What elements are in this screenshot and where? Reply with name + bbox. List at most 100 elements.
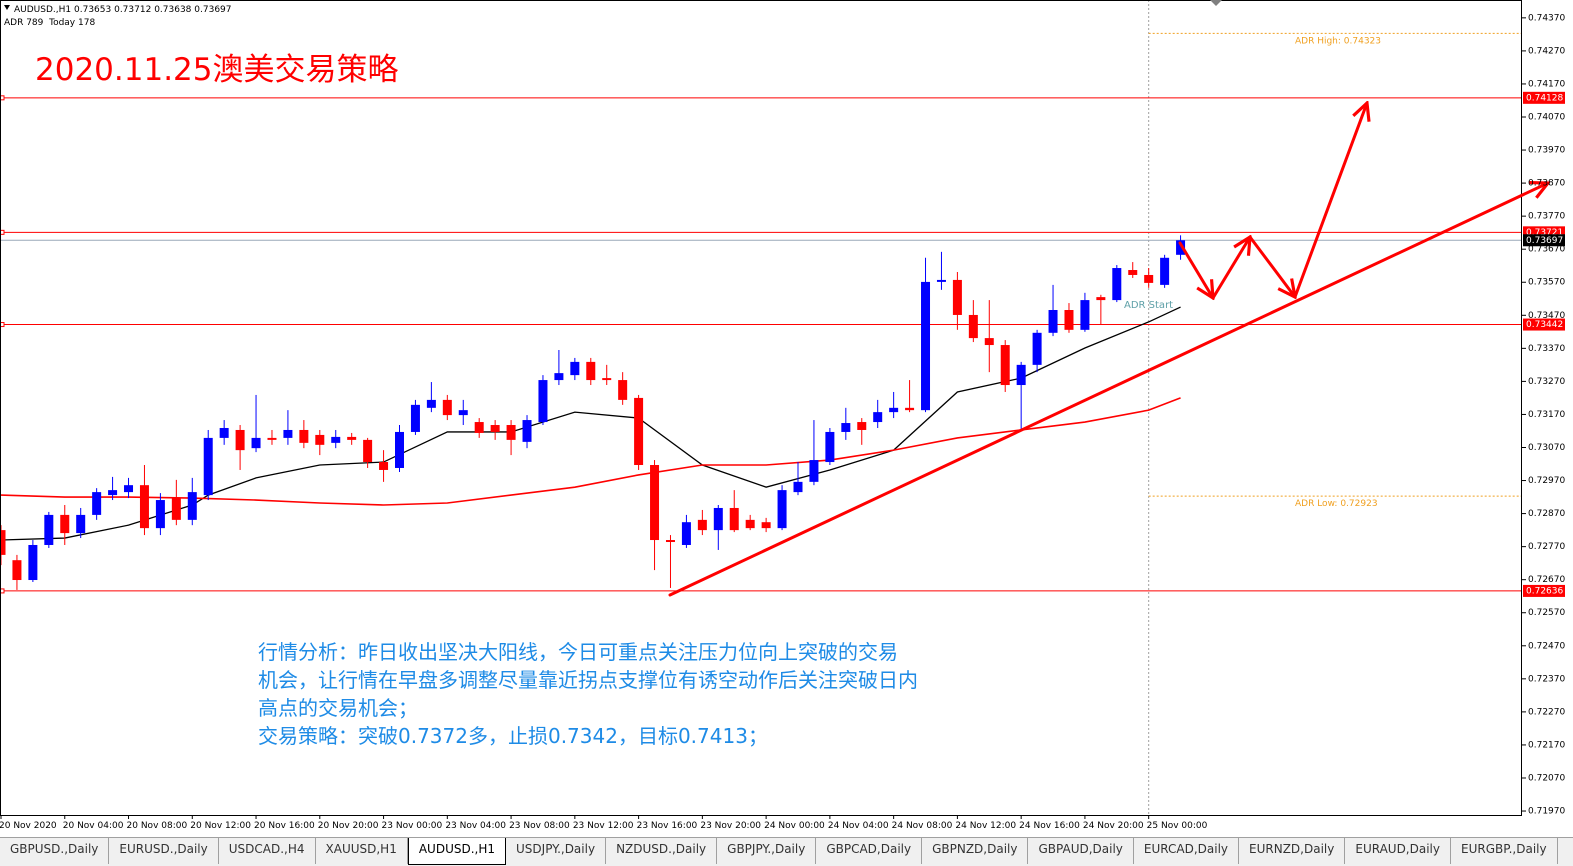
x-tick-label: 20 Nov 12:00	[190, 821, 251, 831]
x-tick-label: 23 Nov 16:00	[637, 821, 698, 831]
tab[interactable]: EURAUD,Daily	[1345, 838, 1451, 864]
analysis-line: 行情分析：昨日收出坚决大阳线，今日可重点关注压力位向上突破的交易	[258, 640, 898, 664]
candle-body	[283, 429, 293, 438]
adr-label: ADR Low: 0.72923	[1295, 499, 1378, 509]
candle-body	[299, 429, 309, 443]
candle-body	[28, 544, 38, 581]
candle-body	[1112, 268, 1122, 301]
candle-body	[124, 485, 134, 493]
candle-body	[905, 407, 915, 411]
tab[interactable]: USDJPY.,Daily	[506, 838, 607, 864]
level-tag	[1523, 91, 1565, 104]
candle-body	[108, 490, 118, 496]
level-tag-text: 0.73442	[1526, 320, 1563, 330]
tab[interactable]: GBPCAD,Daily	[816, 838, 923, 864]
candle-body	[379, 462, 389, 470]
trend-line	[668, 183, 1548, 597]
candle-body	[713, 507, 723, 531]
candle-body	[857, 422, 867, 430]
candle-body	[522, 420, 532, 442]
tab[interactable]: EURNZD,Daily	[1239, 838, 1346, 864]
analysis: 行情分析：昨日收出坚决大阳线，今日可重点关注压力位向上突破的交易 机会，让行情在…	[258, 640, 918, 748]
adr-start: ADR Start	[1124, 300, 1173, 311]
y-tick-label: 0.73970	[1528, 146, 1565, 156]
x-tick-label: 24 Nov 08:00	[892, 821, 953, 831]
candle-body	[171, 498, 181, 520]
candle-body	[538, 380, 548, 423]
price-tag	[1523, 234, 1565, 247]
candle-body	[347, 436, 357, 440]
adr-label: ADR High: 0.74323	[1295, 36, 1381, 46]
tab[interactable]: EURGBP.,Daily	[1451, 838, 1558, 864]
x-tick-label: 23 Nov 12:00	[573, 821, 634, 831]
y-tick-label: 0.73470	[1528, 311, 1565, 321]
candle-body	[1048, 310, 1058, 333]
tab[interactable]: GBPNZD,Daily	[922, 838, 1029, 864]
candle-body	[219, 427, 229, 438]
x-tick-label: 24 Nov 20:00	[1083, 821, 1144, 831]
tab[interactable]: EURCAD,Daily	[1134, 838, 1240, 864]
y-tick-label: 0.72970	[1528, 476, 1565, 486]
level-handle	[0, 229, 5, 235]
x-tick-label: 20 Nov 04:00	[63, 821, 124, 831]
candle-body	[889, 407, 899, 413]
analysis-line: 交易策略：突破0.7372多，止损0.7342，目标0.7413；	[258, 724, 768, 748]
tab[interactable]: USDCAD.,H4	[219, 838, 316, 864]
candle-body	[1032, 332, 1042, 365]
level-handle	[0, 95, 5, 101]
candle-body	[490, 425, 500, 432]
candle-body	[921, 281, 931, 411]
tab-bar: GBPUSD.,Daily EURUSD.,Daily USDCAD.,H4 XAUU…	[0, 837, 1573, 866]
y-tick-label: 0.73070	[1528, 443, 1565, 453]
x-tick-label: 23 Nov 20:00	[700, 821, 761, 831]
tab[interactable]: GBPJPY.,Daily	[717, 838, 817, 864]
candle-body	[793, 481, 803, 493]
candle-body	[267, 437, 277, 440]
candle-body	[761, 522, 771, 529]
candle-body	[1064, 310, 1074, 330]
tab[interactable]: XAUUSD,H1	[316, 838, 408, 864]
candle-body	[139, 485, 149, 529]
y-tick-label: 0.73870	[1528, 179, 1565, 189]
candle-body	[1016, 364, 1026, 386]
candle-body	[506, 425, 516, 440]
candle-body	[681, 522, 691, 545]
y-tick-label: 0.74070	[1528, 112, 1565, 122]
candle-body	[315, 434, 325, 445]
annotations	[668, 103, 1548, 597]
x-tick-label: 20 Nov 2020	[0, 821, 57, 831]
candle-body	[12, 560, 22, 581]
chart-title: 2020.11.25澳美交易策略	[35, 52, 399, 88]
candle-body	[235, 429, 245, 451]
tab[interactable]: GBPAUD,Daily	[1028, 838, 1134, 864]
symbol: AUDUSD.,H1	[14, 5, 71, 15]
analysis-line: 高点的交易机会；	[258, 696, 418, 720]
arrow	[1248, 235, 1295, 297]
adr-info: ADR 789 Today 178	[4, 18, 95, 28]
header: AUDUSD.,H1 0.73653 0.73712 0.73638 0.736…	[14, 5, 232, 15]
candle-body	[570, 361, 580, 376]
x-tick-label: 20 Nov 08:00	[127, 821, 188, 831]
price-tag-text: 0.73697	[1526, 236, 1563, 246]
x-tick-label: 20 Nov 16:00	[254, 821, 315, 831]
chart: AUDUSD.,H1 0.73653 0.73712 0.73638 0.736…	[0, 0, 1565, 831]
y-tick-label: 0.74170	[1528, 79, 1565, 89]
y-tick-label: 0.72270	[1528, 707, 1565, 717]
low: 0.73638	[154, 5, 191, 15]
y-tick-label: 0.73770	[1528, 212, 1565, 222]
candle-body	[1080, 300, 1090, 330]
moving-average	[0, 306, 1181, 541]
shift-marker	[1210, 0, 1222, 6]
candle-body	[586, 361, 596, 381]
tab[interactable]: AUDUSD.,H1	[407, 838, 507, 865]
candle-body	[968, 314, 978, 339]
x-tick-label: 24 Nov 16:00	[1019, 821, 1080, 831]
arrow	[1211, 237, 1250, 300]
candle-body	[203, 437, 213, 496]
y-tick-label: 0.74370	[1528, 13, 1565, 23]
y-tick-label: 0.72070	[1528, 773, 1565, 783]
tab[interactable]: EURUSD.,Daily	[109, 838, 219, 864]
tab[interactable]: NZDUSD.,Daily	[606, 838, 718, 864]
tab[interactable]: GBPUSD.,Daily	[0, 838, 110, 864]
